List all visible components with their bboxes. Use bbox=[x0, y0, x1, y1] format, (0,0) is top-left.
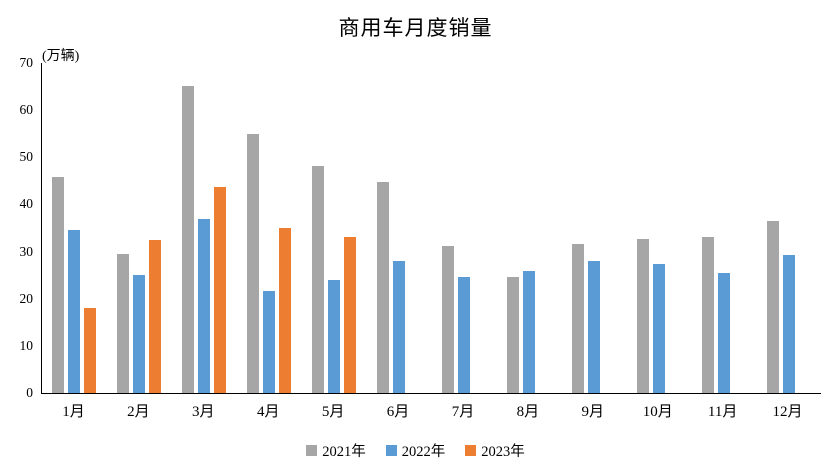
bar-2022年-8月 bbox=[522, 270, 535, 393]
bar-2021年-11月 bbox=[701, 236, 714, 393]
chart-title: 商用车月度销量 bbox=[338, 16, 493, 40]
legend-label: 2022年 bbox=[401, 444, 446, 460]
x-axis: 1月 2月 3月 4月 5月 6月 7月 8月 9月 10月 11月 12月 bbox=[41, 400, 820, 420]
y-axis-unit-label: (万辆) bbox=[42, 49, 80, 64]
bar-2022年-10月 bbox=[652, 263, 665, 393]
bar-2023年-4月 bbox=[279, 228, 292, 393]
bar-2021年-4月 bbox=[247, 134, 260, 393]
bar-2023年-5月 bbox=[344, 237, 357, 393]
x-tick-label: 12月 bbox=[772, 404, 803, 420]
bar-2021年-12月 bbox=[766, 220, 779, 393]
legend-label: 2023年 bbox=[481, 444, 525, 460]
x-tick-label: 2月 bbox=[127, 404, 150, 420]
y-tick-label: 0 bbox=[26, 385, 33, 400]
y-tick-label: 70 bbox=[19, 55, 34, 70]
legend-swatch-icon bbox=[385, 445, 397, 456]
legend-swatch-icon bbox=[465, 445, 477, 456]
legend: 2021年 2022年 2023年 bbox=[0, 440, 831, 461]
x-tick-label: 6月 bbox=[386, 404, 410, 420]
bar-2022年-6月 bbox=[393, 260, 406, 393]
bar-2023年-3月 bbox=[214, 187, 227, 393]
legend-swatch-icon bbox=[306, 445, 318, 456]
bar-2022年-3月 bbox=[198, 218, 211, 393]
y-tick-label: 60 bbox=[19, 102, 34, 118]
x-tick-label: 1月 bbox=[62, 404, 85, 420]
bar-2021年-10月 bbox=[636, 239, 649, 393]
x-tick-label: 9月 bbox=[581, 404, 605, 420]
y-tick-label: 20 bbox=[19, 290, 34, 306]
bar-2022年-11月 bbox=[717, 272, 730, 393]
legend-label: 2021年 bbox=[322, 444, 366, 460]
y-tick-label: 30 bbox=[19, 243, 34, 259]
bar-2021年-3月 bbox=[182, 85, 195, 393]
plot-area bbox=[41, 63, 821, 394]
x-tick-label: 4月 bbox=[256, 404, 280, 420]
bar-2021年-1月 bbox=[52, 176, 65, 393]
bar-2022年-2月 bbox=[133, 275, 146, 393]
bar-2022年-12月 bbox=[782, 255, 795, 393]
y-tick-label: 10 bbox=[19, 337, 34, 353]
legend-item-2023年: 2023年 bbox=[465, 440, 525, 461]
y-tick-label: 40 bbox=[19, 196, 34, 212]
x-tick-label: 7月 bbox=[451, 404, 475, 420]
bar-2023年-2月 bbox=[149, 240, 162, 393]
bar-2021年-9月 bbox=[571, 243, 584, 393]
x-tick-label: 8月 bbox=[516, 404, 540, 420]
bar-2021年-6月 bbox=[377, 182, 390, 393]
bar-2022年-9月 bbox=[587, 261, 600, 393]
bar-2021年-8月 bbox=[506, 276, 519, 393]
bar-2021年-2月 bbox=[117, 253, 130, 393]
bar-2022年-7月 bbox=[457, 277, 470, 393]
bar-2021年-7月 bbox=[441, 245, 454, 393]
y-axis: 0 10 20 30 40 50 60 70 bbox=[0, 55, 34, 400]
bar-2023年-1月 bbox=[84, 308, 97, 393]
x-tick-label: 10月 bbox=[642, 404, 673, 420]
legend-item-2021年: 2021年 bbox=[306, 440, 366, 461]
y-tick-label: 50 bbox=[19, 149, 34, 165]
legend-item-2022年: 2022年 bbox=[385, 440, 446, 461]
bar-2022年-1月 bbox=[68, 230, 81, 393]
x-tick-label: 5月 bbox=[321, 404, 345, 420]
bar-2021年-5月 bbox=[312, 166, 325, 393]
x-tick-label: 11月 bbox=[707, 404, 738, 420]
bar-2022年-5月 bbox=[328, 280, 341, 393]
bar-2022年-4月 bbox=[263, 291, 276, 393]
x-tick-label: 3月 bbox=[192, 404, 215, 420]
